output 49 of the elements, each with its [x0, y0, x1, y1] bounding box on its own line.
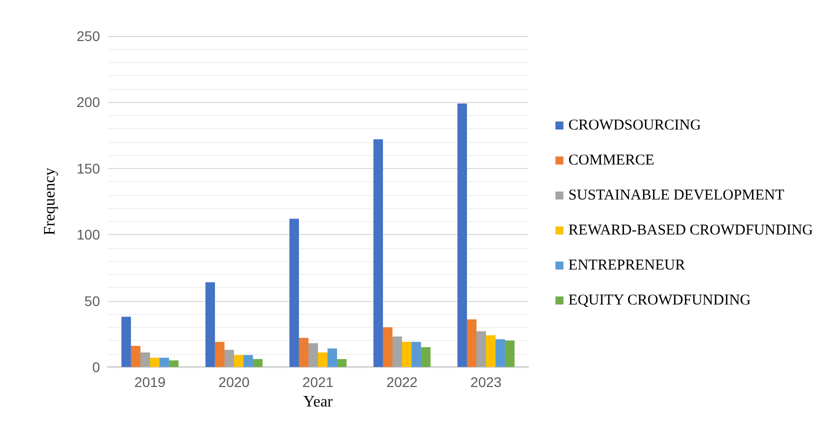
x-tick-label: 2019 — [134, 374, 166, 390]
bar — [337, 359, 347, 367]
y-axis-title: Frequency — [42, 168, 58, 236]
bar — [476, 331, 486, 367]
bar — [318, 352, 328, 367]
legend-label: ENTREPRENEUR — [568, 258, 686, 274]
bar — [505, 340, 515, 367]
bar — [140, 352, 150, 367]
y-tick-label: 150 — [76, 160, 100, 176]
bar — [150, 358, 160, 367]
bar — [486, 335, 496, 367]
x-tick-label: 2022 — [386, 374, 418, 390]
bar — [412, 342, 422, 367]
bar — [328, 348, 338, 367]
bar — [130, 346, 140, 367]
legend-label: EQUITY CROWDFUNDING — [568, 292, 751, 308]
y-tick-label: 0 — [92, 359, 100, 375]
bar — [466, 319, 476, 367]
legend-label: REWARD-BASED CROWDFUNDING — [568, 222, 814, 238]
bar — [421, 347, 431, 367]
legend-label: CROWDSOURCING — [568, 118, 702, 134]
bar — [253, 359, 263, 367]
y-tick-label: 50 — [84, 292, 100, 309]
bar — [169, 360, 179, 367]
x-axis-title: Year — [303, 393, 334, 410]
x-tick-label: 2021 — [302, 374, 334, 390]
bar — [298, 338, 308, 367]
y-tick-label: 250 — [76, 28, 100, 44]
bar — [289, 218, 299, 367]
bar — [496, 339, 506, 367]
bar — [234, 355, 244, 367]
bar — [308, 343, 318, 367]
bar — [402, 342, 412, 367]
bar — [121, 316, 131, 367]
bar — [160, 358, 170, 367]
x-tick-label: 2020 — [218, 374, 250, 390]
bar — [224, 350, 234, 367]
legend-label: SUSTAINABLE DEVELOPMENT — [568, 188, 784, 204]
y-tick-label: 200 — [76, 94, 100, 110]
bar — [373, 139, 383, 367]
bar — [205, 282, 215, 367]
bar — [457, 104, 467, 367]
legend-label: COMMERCE — [568, 152, 654, 168]
bar — [382, 327, 392, 367]
bar — [214, 342, 224, 367]
bar — [392, 336, 402, 367]
y-tick-label: 100 — [76, 226, 100, 243]
bar — [244, 355, 254, 367]
x-tick-label: 2023 — [470, 374, 502, 390]
